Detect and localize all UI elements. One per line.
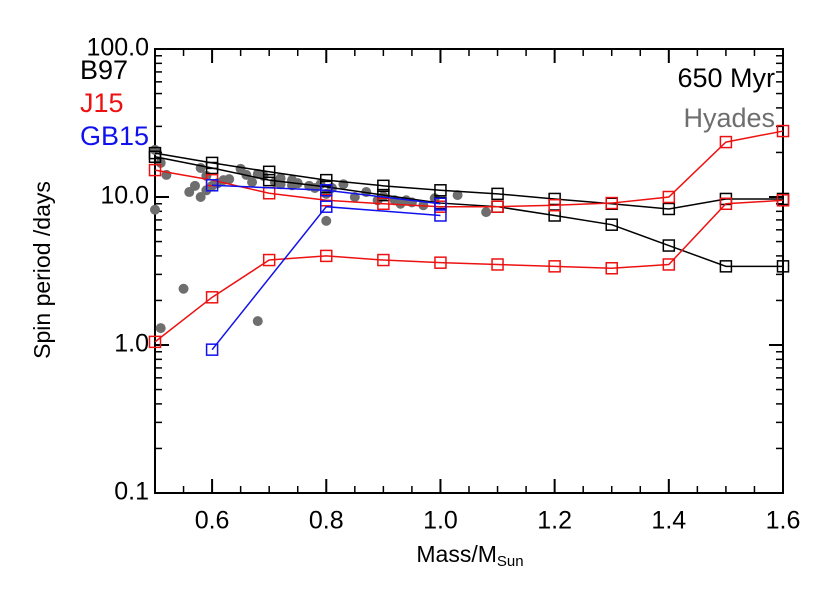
- model-marker: [320, 200, 333, 213]
- x-tick-label: 1.0: [423, 507, 458, 535]
- hyades-point: [150, 204, 160, 215]
- hyades-point: [452, 190, 463, 201]
- model-line: [154, 156, 783, 268]
- model-marker: [148, 163, 162, 177]
- model-line: [154, 130, 784, 208]
- x-tick-label: 1.2: [537, 507, 572, 535]
- model-marker: [491, 258, 504, 271]
- model-marker: [262, 253, 276, 267]
- model-marker: [662, 202, 676, 216]
- hyades-point: [338, 179, 349, 190]
- model-line: [212, 184, 441, 205]
- model-marker: [320, 194, 333, 207]
- model-marker: [205, 161, 219, 175]
- model-marker: [434, 184, 447, 197]
- y-tick-label: 0.1: [114, 478, 149, 506]
- model-marker: [605, 262, 618, 275]
- hyades-point: [252, 316, 263, 327]
- hyades-point: [481, 207, 492, 218]
- x-axis-label-main: Mass/M: [416, 541, 497, 567]
- hyades-point: [178, 283, 189, 294]
- model-marker: [320, 184, 333, 197]
- x-tick-label: 0.6: [195, 507, 230, 535]
- model-marker: [377, 253, 390, 267]
- model-marker: [662, 258, 676, 271]
- model-marker: [776, 194, 790, 207]
- legend-entry: GB15: [80, 121, 149, 151]
- model-marker: [662, 239, 676, 252]
- x-axis-label: Mass/MSun: [416, 541, 523, 570]
- model-marker: [205, 291, 219, 304]
- model-marker: [605, 196, 618, 210]
- x-axis-label-sub: Sun: [497, 553, 524, 570]
- hyades-point: [189, 180, 200, 191]
- model-marker: [205, 343, 219, 356]
- model-marker: [148, 150, 162, 164]
- model-marker: [719, 260, 733, 273]
- hyades-point: [321, 215, 332, 226]
- model-marker: [548, 260, 561, 273]
- model-marker: [776, 124, 790, 138]
- legend-entry: B97: [80, 55, 128, 85]
- model-marker: [491, 187, 504, 201]
- model-marker: [434, 209, 447, 222]
- hyades-point: [155, 323, 166, 334]
- model-marker: [662, 190, 676, 204]
- model-line: [154, 199, 784, 343]
- model-marker: [320, 173, 333, 187]
- y-tick-label: 10.0: [100, 182, 149, 210]
- model-line: [211, 205, 441, 351]
- model-marker: [548, 198, 561, 212]
- model-marker: [491, 200, 504, 213]
- model-marker: [434, 256, 447, 269]
- model-marker: [548, 192, 561, 206]
- scatter-label: Hyades: [683, 103, 775, 133]
- model-marker: [377, 188, 390, 202]
- x-tick-label: 1.6: [766, 507, 801, 535]
- model-marker: [719, 197, 733, 211]
- y-tick-label: 1.0: [114, 330, 149, 358]
- model-marker: [262, 165, 276, 179]
- model-marker: [719, 135, 733, 149]
- hyades-point: [224, 174, 235, 185]
- model-line: [154, 152, 783, 210]
- y-tick-label: 100.0: [86, 34, 149, 62]
- hyades-point: [195, 192, 206, 202]
- x-tick-label: 0.8: [309, 507, 344, 535]
- model-marker: [320, 249, 333, 263]
- hyades-point: [247, 177, 258, 188]
- y-axis-label: Spin period /days: [29, 181, 55, 359]
- annotation: 650 Myr: [677, 63, 775, 93]
- x-tick-label: 1.4: [651, 507, 686, 535]
- model-marker: [262, 173, 276, 187]
- model-marker: [605, 218, 618, 231]
- model-marker: [148, 335, 162, 349]
- model-marker: [776, 260, 790, 273]
- model-marker: [377, 179, 390, 193]
- legend-entry: J15: [80, 88, 124, 118]
- model-marker: [205, 179, 219, 192]
- model-marker: [377, 197, 390, 211]
